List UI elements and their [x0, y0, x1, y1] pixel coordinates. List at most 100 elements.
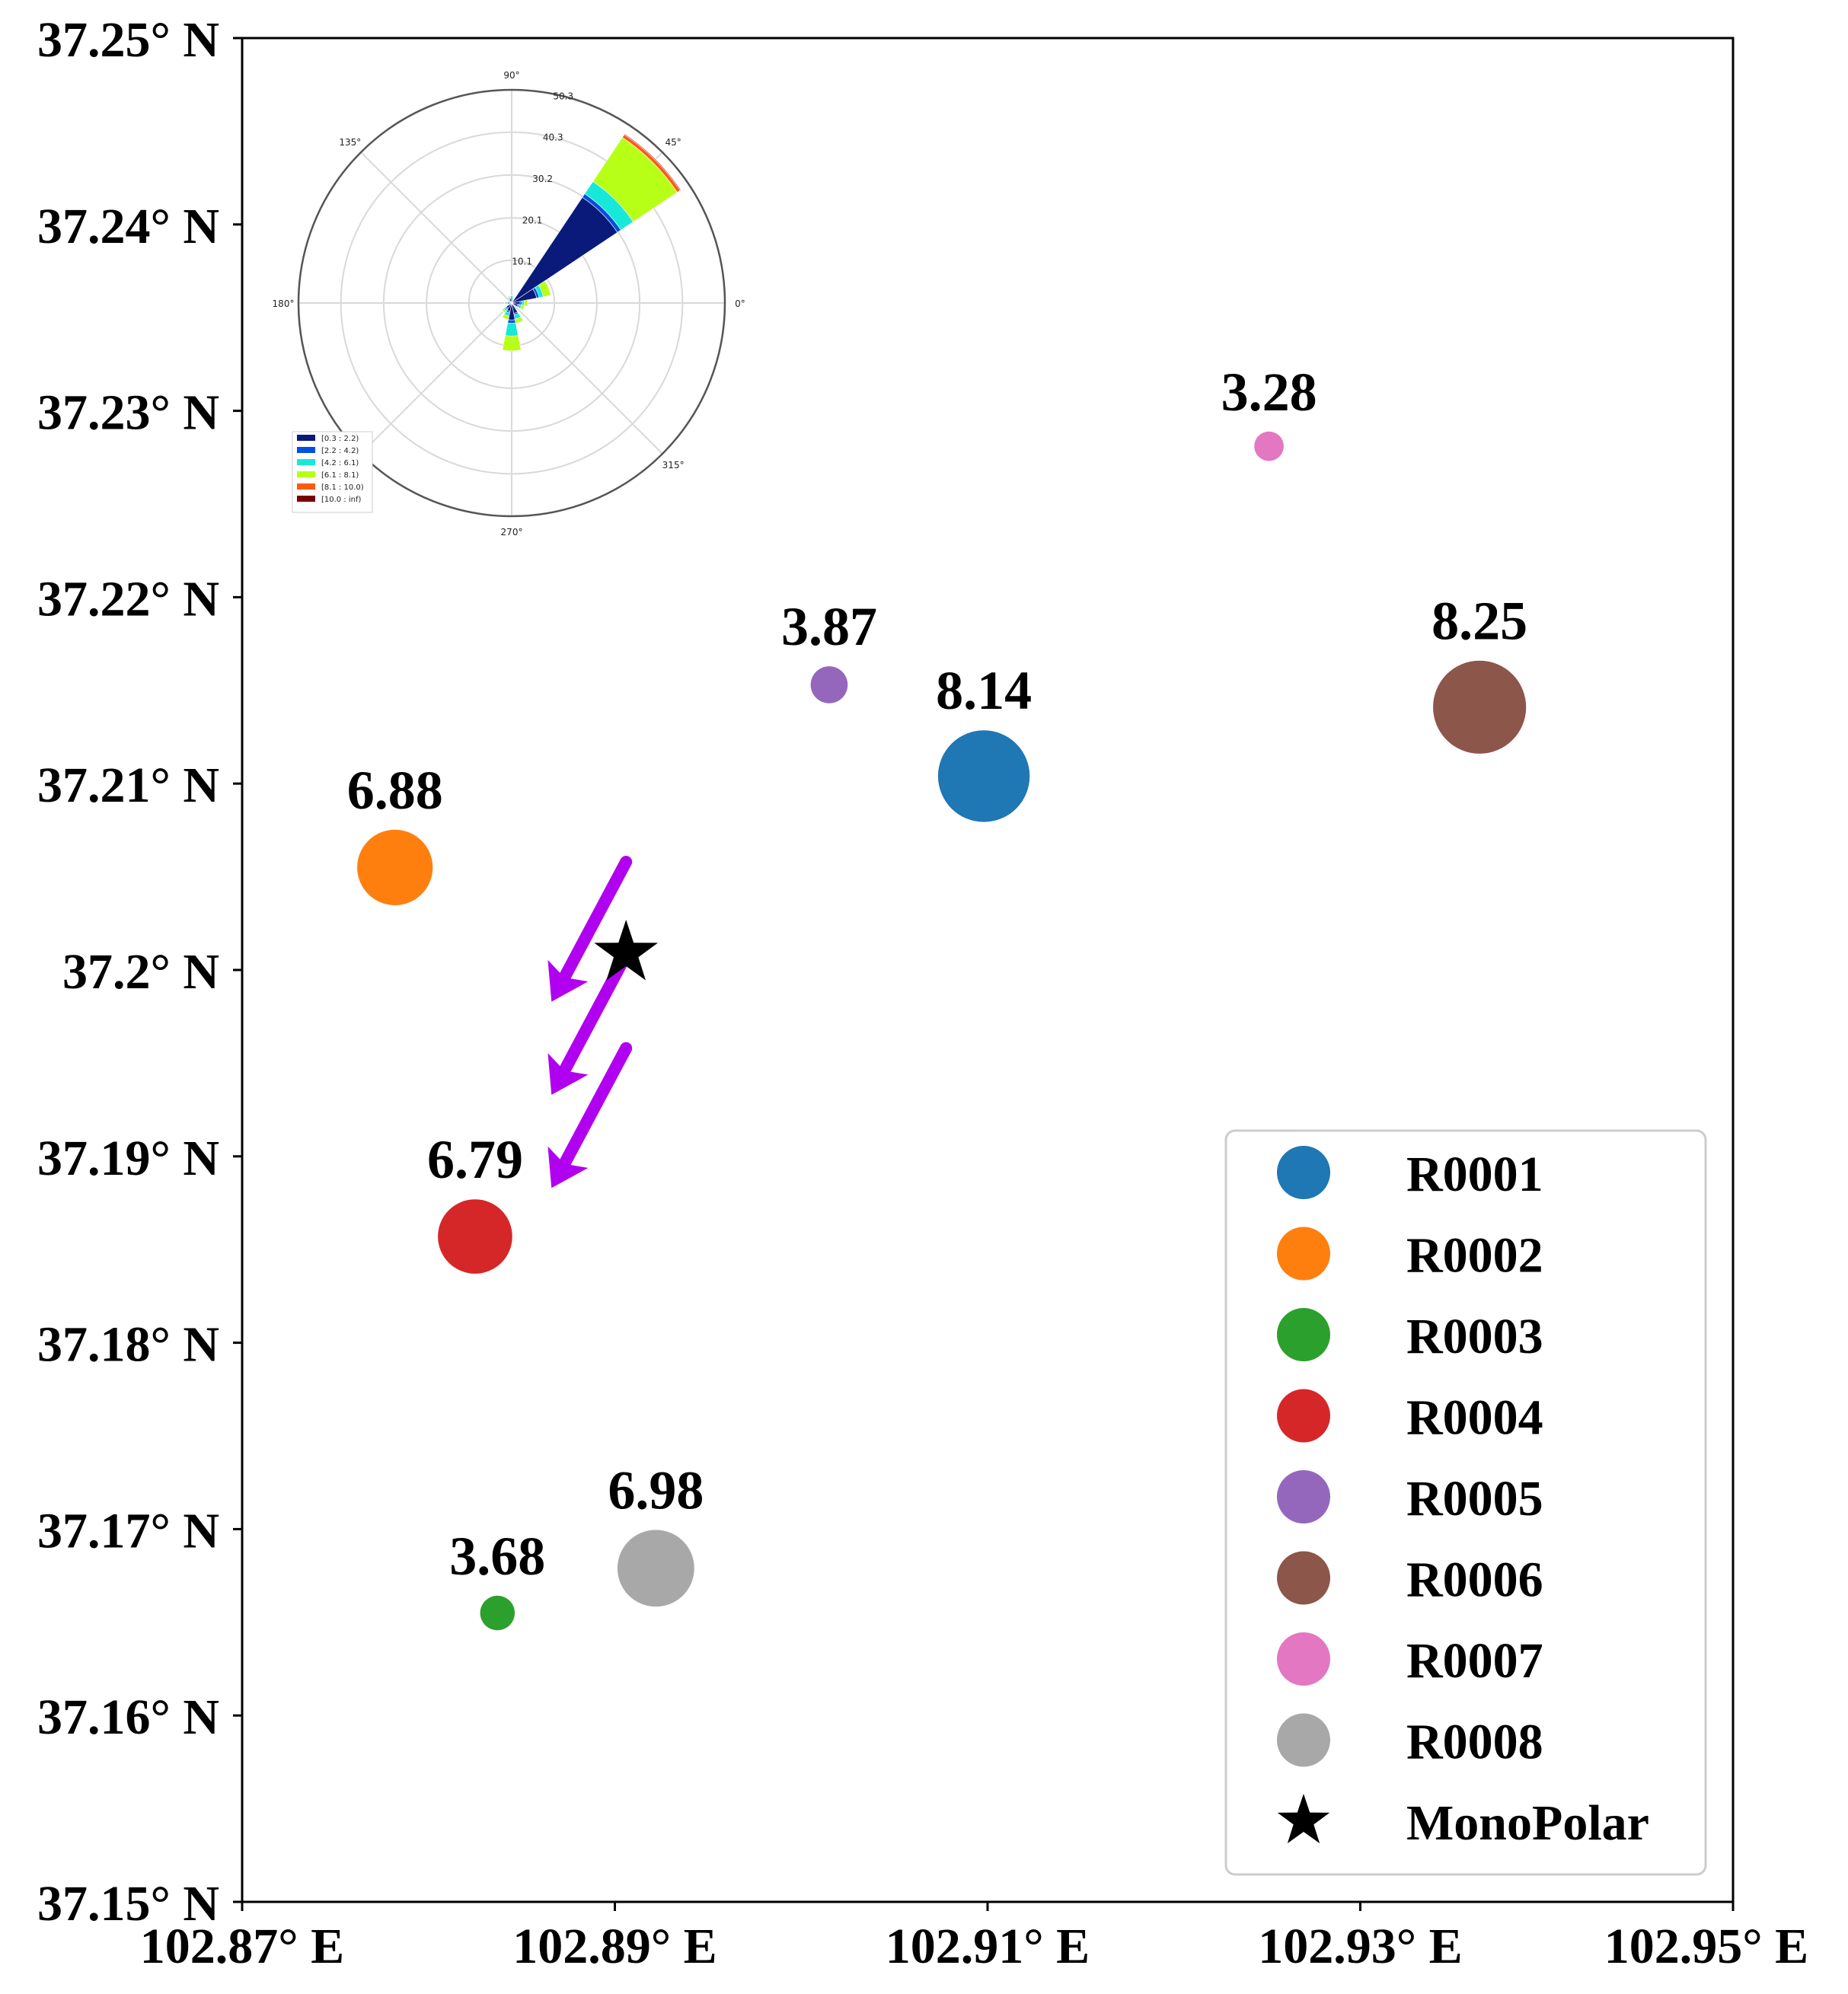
wind-rose-legend-swatch [297, 483, 315, 490]
wind-arrow-head [547, 1146, 589, 1188]
legend-label: MonoPolar [1406, 1795, 1649, 1851]
x-tick-label: 102.87° E [140, 1919, 344, 1974]
wind-rose-angle-label: 135° [339, 137, 361, 148]
data-point-r0002 [357, 829, 433, 905]
data-points [357, 431, 1527, 1631]
wind-rose-wedge [514, 316, 524, 324]
wind-rose-legend-swatch [297, 435, 315, 441]
data-point-label: 8.14 [936, 660, 1032, 721]
legend-marker-r0004 [1277, 1389, 1330, 1443]
wind-rose-wedge [519, 305, 525, 311]
wind-rose-wedge [505, 322, 519, 337]
wind-rose-angle-label: 270° [501, 527, 523, 538]
wind-rose-legend-label: [10.0 : inf) [321, 496, 362, 504]
wind-rose-legend-label: [6.1 : 8.1) [321, 471, 359, 480]
legend-marker-r0003 [1277, 1308, 1330, 1361]
wind-rose-radial-tick: 10.1 [512, 256, 532, 266]
x-tick-label: 102.93° E [1258, 1919, 1462, 1974]
wind-rose-legend-swatch [297, 447, 315, 453]
wind-rose-legend-swatch [297, 496, 315, 502]
wind-rose-frame [297, 88, 726, 518]
data-point-label: 8.25 [1431, 591, 1527, 652]
y-tick-label: 37.21° N [37, 758, 219, 813]
legend-marker-r0007 [1277, 1632, 1330, 1686]
wind-rose-radial-tick: 40.3 [543, 132, 563, 142]
wind-rose-wedge [507, 295, 511, 298]
wind-rose-angle-label: 90° [503, 70, 519, 81]
legend-marker-r0001 [1277, 1146, 1330, 1199]
wind-rose-angle-label: 180° [273, 298, 295, 309]
data-point-label: 6.98 [608, 1460, 704, 1520]
data-point-labels: 8.14 6.88 3.68 6.79 3.87 8.25 3.28 6.98 [347, 362, 1527, 1587]
wind-arrow-shaft [560, 1042, 633, 1168]
x-tick-label: 102.91° E [886, 1919, 1090, 1974]
legend-marker-r0006 [1277, 1551, 1330, 1605]
data-point-label: 3.68 [449, 1526, 545, 1587]
wind-arrow-head [547, 1053, 589, 1096]
wind-rose-legend-swatch [297, 459, 315, 465]
wind-rose-legend-label: [4.2 : 6.1) [321, 459, 359, 467]
legend-label: R0003 [1406, 1309, 1543, 1364]
data-point-r0006 [1433, 660, 1527, 754]
wind-rose-wedge [504, 301, 506, 305]
legend-label: R0006 [1406, 1552, 1543, 1608]
y-tick-label: 37.19° N [37, 1131, 219, 1186]
data-point-r0008 [617, 1530, 694, 1607]
wind-rose-radial-tick: 50.3 [553, 91, 573, 101]
wind-rose-wedge [524, 299, 528, 307]
legend-label: R0001 [1406, 1147, 1543, 1202]
wind-rose-legend-label: [8.1 : 10.0) [321, 483, 364, 492]
wind-arrow-head [547, 959, 589, 1002]
y-tick-label: 37.25° N [37, 12, 219, 68]
wind-rose-legend-label: [0.3 : 2.2) [321, 435, 359, 443]
y-tick-label: 37.18° N [37, 1317, 219, 1373]
wind-rose-wedge [501, 308, 507, 314]
wind-rose-wedge [502, 335, 522, 352]
data-point-r0005 [810, 666, 848, 703]
data-point-r0003 [480, 1595, 515, 1631]
legend-label: R0007 [1406, 1633, 1543, 1689]
wind-arrows [547, 856, 633, 1188]
data-point-label: 3.28 [1221, 362, 1317, 423]
wind-rose-angle-label: 315° [662, 460, 685, 471]
data-point-label: 6.79 [427, 1129, 523, 1190]
wind-rose-wedge [507, 319, 516, 324]
wind-arrow-shaft [560, 949, 633, 1074]
data-point-r0001 [937, 730, 1030, 822]
wind-rose-wedge [521, 300, 525, 306]
wind-rose-grid-spoke [360, 152, 512, 304]
y-tick-label: 37.24° N [37, 199, 219, 254]
legend-marker-r0008 [1277, 1713, 1330, 1767]
legend-marker-r0002 [1277, 1227, 1330, 1281]
wind-rose-wedge [502, 314, 509, 321]
legend-label: R0004 [1406, 1390, 1543, 1446]
wind-rose-grid-spoke [360, 302, 512, 455]
wind-rose-grid-spoke [511, 302, 663, 455]
x-tick-label: 102.95° E [1604, 1919, 1808, 1974]
legend-label: R0008 [1406, 1715, 1543, 1770]
legend-marker-r0005 [1277, 1470, 1330, 1523]
wind-rose-radial-tick: 30.2 [532, 174, 553, 184]
y-tick-label: 37.16° N [37, 1689, 219, 1745]
wind-rose-legend-swatch [297, 471, 315, 477]
legend: R0001 R0002 R0003 R0004 R0005 R0006 R0007 R0008… [1224, 1129, 1707, 1876]
data-point-r0004 [438, 1199, 512, 1274]
y-tick-label: 37.23° N [37, 385, 219, 441]
wind-rose-legend-label: [2.2 : 4.2) [321, 447, 359, 455]
wind-rose-angle-label: 0° [735, 298, 745, 309]
y-tick-label: 37.22° N [37, 571, 219, 627]
wind-rose-inset: 10.1 20.1 30.2 40.3 50.3 0° 45° 90° 135° 180° 270°… [273, 70, 745, 538]
legend-marker-monopolar-star [1277, 1794, 1330, 1844]
y-tick-label: 37.17° N [37, 1503, 219, 1559]
wind-rose-angle-label: 45° [665, 137, 681, 148]
wind-rose-wedge [624, 133, 681, 191]
data-point-r0007 [1254, 431, 1284, 461]
y-tick-label: 37.15° N [37, 1876, 219, 1932]
wind-rose-wedge [538, 280, 551, 298]
monopolar-star-marker [594, 919, 659, 981]
y-tick-label: 37.2° N [62, 944, 219, 1000]
data-point-label: 3.87 [781, 596, 877, 657]
legend-box [1224, 1129, 1707, 1876]
data-point-label: 6.88 [347, 760, 443, 821]
